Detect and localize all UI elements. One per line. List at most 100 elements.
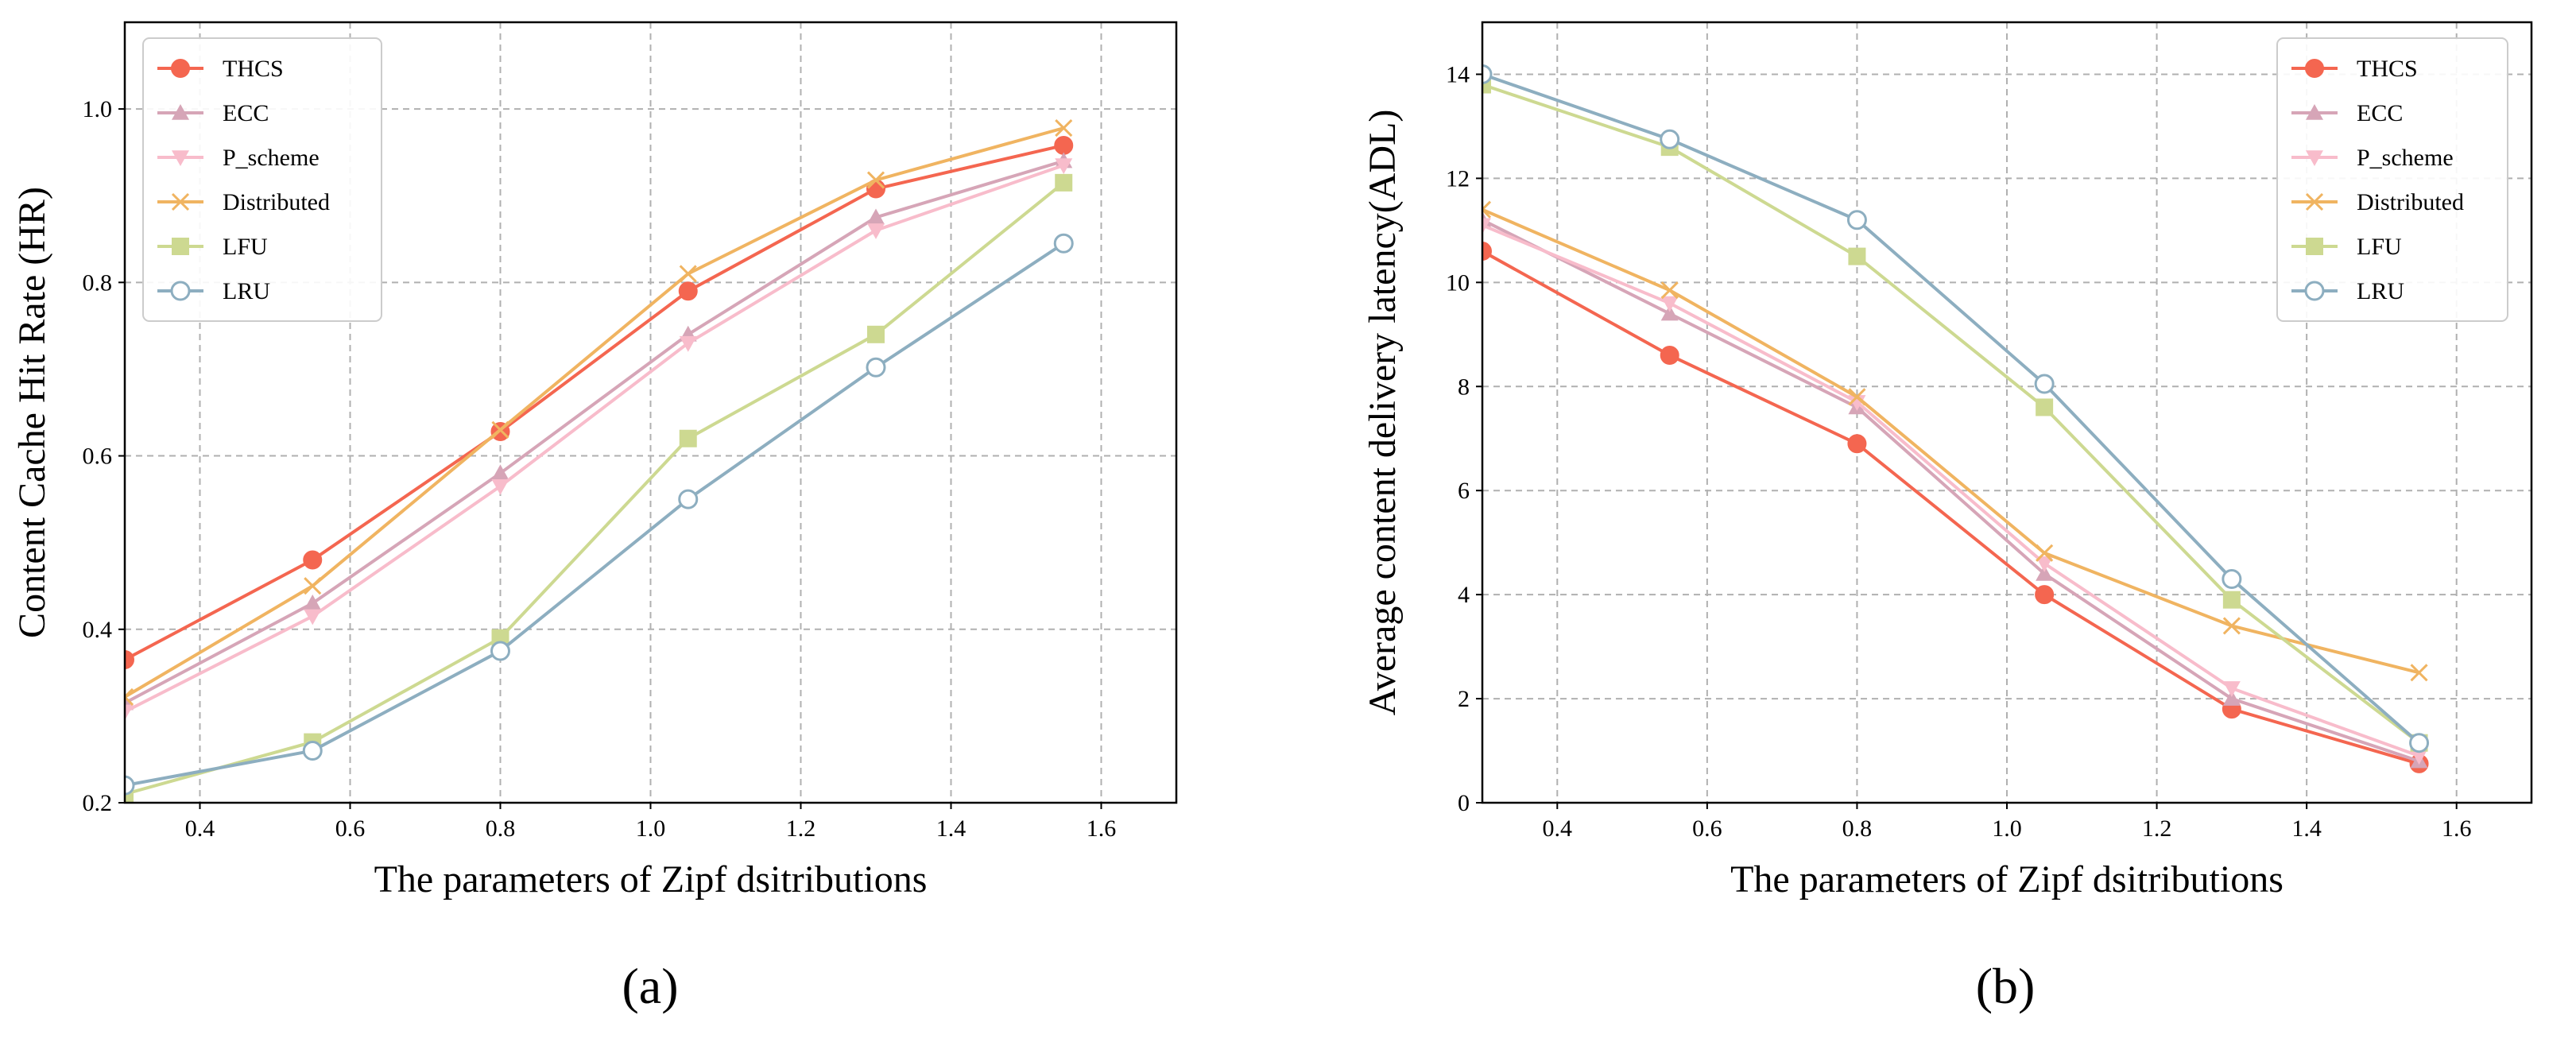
b-point-thcs xyxy=(2035,585,2055,605)
b-legend-item-ecc: ECC xyxy=(2291,100,2403,126)
b-legend-marker-ecc xyxy=(2306,104,2323,120)
a-legend-marker-thcs xyxy=(171,59,190,78)
b-point-ecc xyxy=(2036,564,2054,581)
b-x-tick-label: 1.0 xyxy=(1992,815,2022,842)
a-x-axis-label: The parameters of Zipf dsitributions xyxy=(374,858,928,901)
a-point-lfu xyxy=(867,325,885,343)
a-x-tick-label: 1.4 xyxy=(936,815,966,842)
b-point-distributed xyxy=(2222,617,2241,635)
a-point-thcs xyxy=(303,550,323,570)
b-point-lru xyxy=(1846,210,1867,230)
b-series-lru xyxy=(1482,64,2430,753)
b-line-thcs xyxy=(1482,250,2420,765)
a-point-ecc xyxy=(491,464,509,481)
b-point-lru xyxy=(2409,733,2430,753)
a-y-tick-label: 0.8 xyxy=(83,269,113,296)
b-point-lru xyxy=(2034,374,2055,394)
a-point-p-scheme xyxy=(491,478,509,495)
b-legend-label-lfu: LFU xyxy=(2357,234,2402,260)
b-legend-marker-lru xyxy=(2304,281,2325,301)
a-caption: (a) xyxy=(622,958,678,1014)
b-y-axis-label: Average content delivery latency(ADL) xyxy=(1362,110,1404,716)
a-point-lru xyxy=(866,357,886,378)
b-series-distributed xyxy=(1482,200,2428,682)
b-x-tick-label: 0.8 xyxy=(1842,815,1873,842)
a-y-tick-label: 0.4 xyxy=(83,617,113,643)
a-series-p-scheme xyxy=(125,158,1073,721)
a-y-axis-label: Content Cache Hit Rate (HR) xyxy=(11,187,53,638)
b-caption: (b) xyxy=(1976,958,2036,1014)
b-line-lru xyxy=(1482,72,2420,745)
a-point-p-scheme xyxy=(304,609,322,626)
b-point-thcs xyxy=(1660,345,1679,365)
a-legend: THCS ECC P_scheme Distributed LFU LRU xyxy=(142,37,382,322)
a-legend-item-thcs: THCS xyxy=(157,56,284,82)
a-x-tick-label: 0.4 xyxy=(185,815,215,842)
b-legend-item-p-scheme: P_scheme xyxy=(2291,145,2454,171)
a-point-thcs xyxy=(1054,135,1074,155)
b-plot-frame xyxy=(1481,21,2533,804)
a-y-tick-label: 1.0 xyxy=(83,96,113,122)
a-point-distributed xyxy=(1055,119,1073,137)
a-y-tick-label: 0.2 xyxy=(83,790,113,816)
a-line-lfu xyxy=(125,181,1065,796)
a-x-tick-label: 1.6 xyxy=(1087,815,1117,842)
b-x-tick-label: 1.2 xyxy=(2142,815,2172,842)
b-y-tick-label: 10 xyxy=(1446,269,1470,296)
b-line-p-scheme xyxy=(1482,223,2420,757)
b-point-lfu xyxy=(1482,76,1491,94)
b-series-p-scheme xyxy=(1482,218,2428,765)
a-legend-marker-lru xyxy=(170,281,191,301)
b-y-tick-label: 2 xyxy=(1458,686,1470,712)
b-plot-area xyxy=(1482,64,2430,773)
b-point-lru xyxy=(1482,64,1493,84)
a-legend-label-ecc: ECC xyxy=(223,100,269,126)
a-legend-marker-lfu xyxy=(172,238,189,255)
a-point-distributed xyxy=(866,171,885,189)
b-point-distributed xyxy=(1848,388,1866,406)
b-legend-label-p-scheme: P_scheme xyxy=(2357,145,2454,171)
b-x-tick-label: 1.6 xyxy=(2442,815,2472,842)
a-legend-item-distributed: Distributed xyxy=(157,189,330,215)
a-x-tick-label: 1.0 xyxy=(636,815,666,842)
a-point-lru xyxy=(125,775,135,796)
a-series-lru xyxy=(125,233,1074,796)
a-line-thcs xyxy=(125,143,1064,661)
b-y-tick-label: 12 xyxy=(1446,165,1470,192)
b-point-p-scheme xyxy=(2036,556,2054,572)
b-legend-label-distributed: Distributed xyxy=(2357,189,2464,215)
a-legend-label-distributed: Distributed xyxy=(223,189,330,215)
b-x-axis-label: The parameters of Zipf dsitributions xyxy=(1730,858,2284,901)
a-line-lru xyxy=(125,242,1065,788)
a-point-ecc xyxy=(867,208,885,225)
b-legend-label-ecc: ECC xyxy=(2357,100,2403,126)
b-legend-label-thcs: THCS xyxy=(2357,56,2418,82)
b-y-tick-label: 14 xyxy=(1446,61,1470,87)
a-point-distributed xyxy=(679,265,697,283)
b-x-tick-label: 0.6 xyxy=(1692,815,1722,842)
a-point-lru xyxy=(490,641,510,661)
b-point-lru xyxy=(1660,129,1680,149)
a-point-distributed xyxy=(491,420,509,439)
a-point-p-scheme xyxy=(679,335,697,352)
a-series-distributed xyxy=(125,119,1073,706)
chart-panel-b: 0.4 0.6 0.8 1.0 1.2 1.4 1.6 0 2 4 6 8 10 12 14 The para… xyxy=(1288,0,2576,1038)
a-x-tick-label: 0.8 xyxy=(486,815,516,842)
b-legend-label-lru: LRU xyxy=(2357,278,2404,304)
b-y-tick-label: 0 xyxy=(1458,790,1470,816)
a-point-p-scheme xyxy=(1055,158,1073,175)
b-legend-item-distributed: Distributed xyxy=(2291,189,2464,215)
a-point-ecc xyxy=(304,595,322,610)
a-y-tick-label: 0.6 xyxy=(83,443,113,470)
a-legend-marker-distributed xyxy=(171,192,190,211)
b-legend-item-lru: LRU xyxy=(2291,278,2404,304)
a-point-thcs xyxy=(678,281,698,301)
b-line-ecc xyxy=(1482,218,2420,763)
b-point-lfu xyxy=(2222,591,2241,609)
b-point-ecc xyxy=(2222,690,2241,706)
a-point-lfu xyxy=(1055,173,1073,192)
a-legend-item-ecc: ECC xyxy=(157,100,269,126)
a-point-p-scheme xyxy=(867,223,885,239)
a-point-p-scheme xyxy=(125,704,134,721)
a-legend-label-thcs: THCS xyxy=(223,56,284,82)
